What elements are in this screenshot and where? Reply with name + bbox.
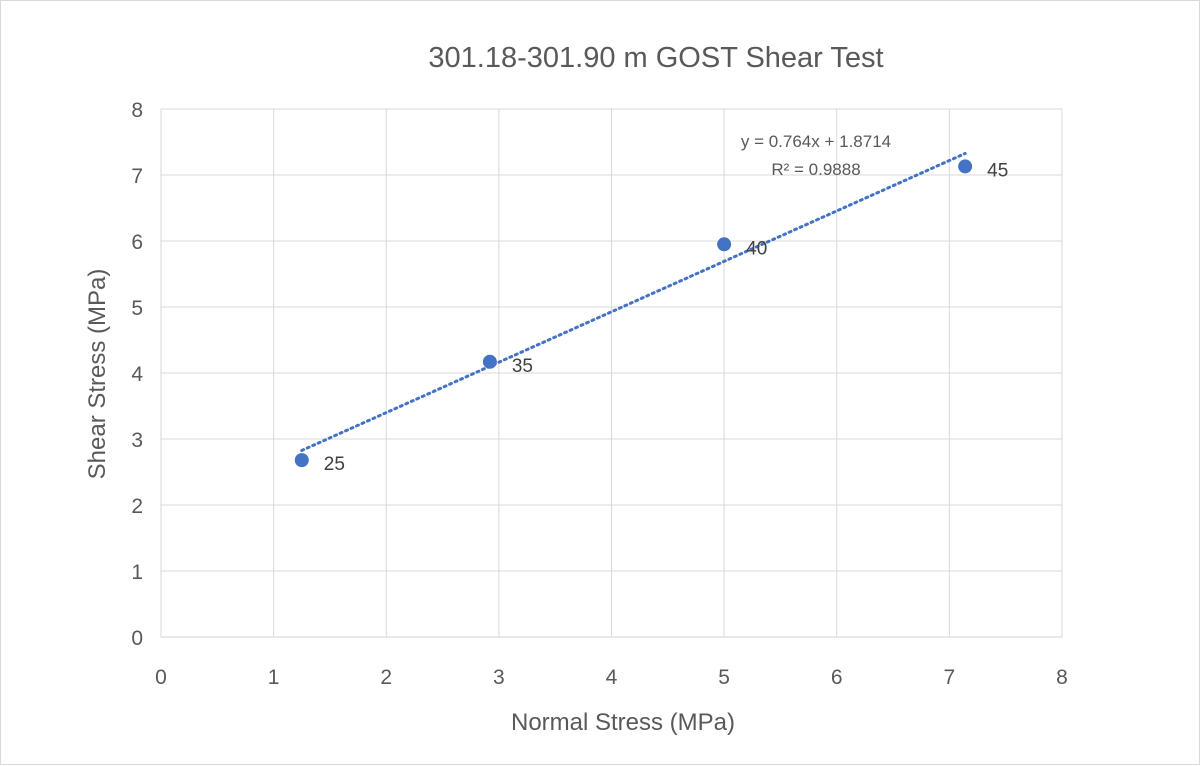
x-tick-label: 0 (155, 666, 167, 689)
y-tick-label: 6 (131, 231, 143, 254)
x-tick-label: 6 (831, 666, 843, 689)
data-label: 35 (512, 356, 533, 377)
data-labels: 25 35 40 45 (324, 160, 1009, 475)
y-tick-label: 1 (131, 561, 143, 584)
y-tick-labels: 0 1 2 3 4 5 6 7 8 (131, 99, 143, 650)
data-point (482, 354, 497, 369)
axes (160, 109, 1062, 638)
data-point (958, 159, 973, 174)
data-point (717, 237, 732, 252)
trendline-r-squared: R² = 0.9888 (771, 160, 860, 179)
trendline (300, 151, 967, 452)
y-tick-label: 4 (131, 363, 143, 386)
y-axis-title: Shear Stress (MPa) (84, 269, 111, 480)
y-tick-label: 2 (131, 495, 143, 518)
x-tick-labels: 0 1 2 3 4 5 6 7 8 (155, 666, 1068, 689)
trendline-path (300, 151, 967, 452)
y-tick-label: 8 (131, 99, 143, 122)
x-tick-label: 3 (493, 666, 505, 689)
data-label: 25 (324, 454, 345, 475)
y-tick-label: 7 (131, 165, 143, 188)
x-tick-label: 1 (268, 666, 280, 689)
data-label: 45 (987, 160, 1008, 181)
gridlines (161, 108, 1063, 637)
chart-title: 301.18-301.90 m GOST Shear Test (428, 42, 883, 74)
data-point (294, 453, 309, 468)
x-tick-label: 4 (606, 666, 618, 689)
data-label: 40 (746, 238, 767, 259)
x-tick-label: 7 (944, 666, 956, 689)
x-axis-title: Normal Stress (MPa) (511, 709, 735, 736)
y-tick-label: 5 (131, 297, 143, 320)
x-tick-label: 2 (380, 666, 392, 689)
x-tick-label: 5 (718, 666, 730, 689)
x-tick-label: 8 (1056, 666, 1068, 689)
y-tick-label: 3 (131, 429, 143, 452)
y-tick-label: 0 (131, 627, 143, 650)
data-points (294, 159, 973, 468)
trendline-equation: y = 0.764x + 1.8714 (741, 132, 891, 151)
